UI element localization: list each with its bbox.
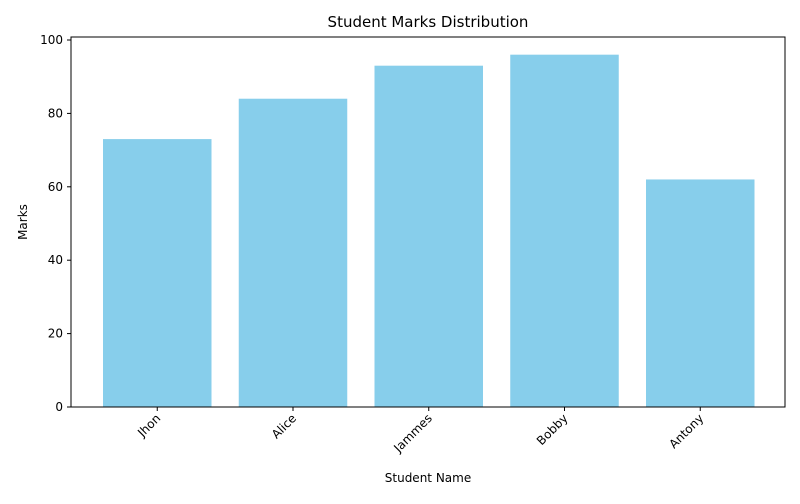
x-axis: Jhon Alice Jammes Bobby Antony [134, 407, 706, 456]
y-tick-label: 80 [48, 106, 63, 120]
y-tick-label: 100 [40, 33, 63, 47]
y-tick-label: 0 [55, 400, 63, 414]
bar-alice [238, 98, 348, 407]
x-tick-label-jhon: Jhon [134, 411, 163, 440]
y-axis-label: Marks [16, 204, 30, 240]
y-tick-label: 40 [48, 253, 63, 267]
bar-antony [646, 179, 755, 407]
x-tick-label-bobby: Bobby [534, 411, 571, 448]
x-axis-label: Student Name [385, 471, 471, 485]
y-tick-label: 20 [48, 327, 63, 341]
x-tick-label-antony: Antony [666, 411, 706, 451]
chart-title: Student Marks Distribution [328, 13, 529, 31]
y-tick-label: 60 [48, 180, 63, 194]
y-axis: 0 20 40 60 80 100 [40, 33, 71, 414]
bar-jhon [103, 139, 212, 407]
bars-layer [103, 54, 755, 408]
bar-bobby [510, 54, 619, 408]
x-tick-label-jammes: Jammes [390, 411, 434, 455]
bar-jammes [374, 65, 483, 407]
x-tick-label-alice: Alice [269, 411, 299, 441]
plot-frame [70, 36, 786, 408]
